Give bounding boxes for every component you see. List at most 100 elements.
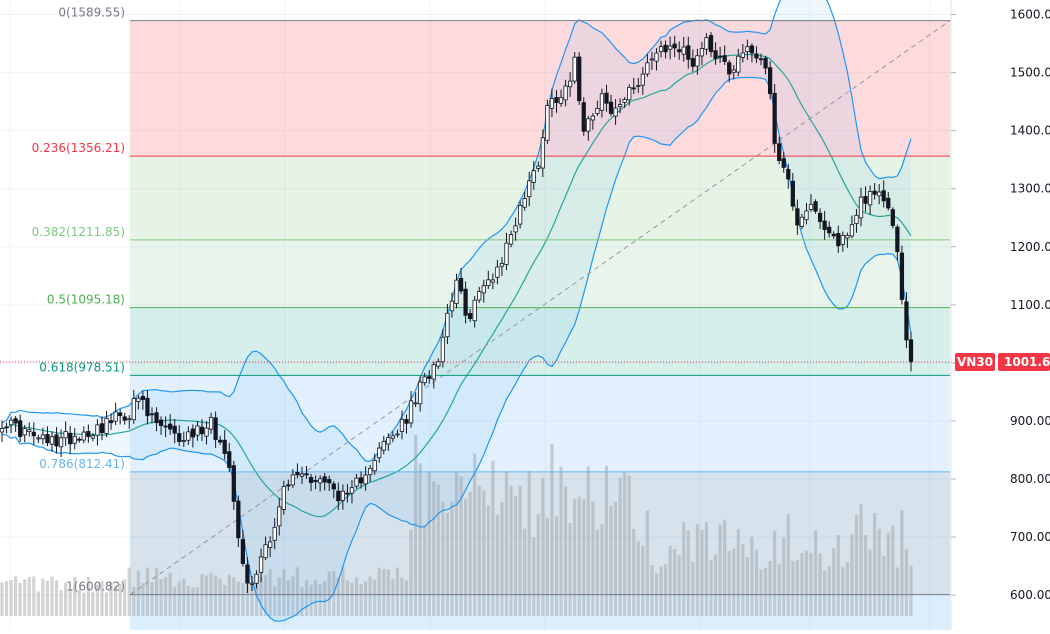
candle[interactable] bbox=[458, 268, 464, 295]
candle[interactable] bbox=[617, 98, 623, 114]
candle[interactable] bbox=[531, 161, 536, 190]
candle[interactable] bbox=[527, 171, 532, 207]
candle[interactable] bbox=[563, 79, 568, 107]
candle[interactable] bbox=[667, 36, 673, 60]
candle[interactable] bbox=[8, 416, 14, 434]
candle[interactable] bbox=[604, 84, 609, 112]
candle[interactable] bbox=[99, 416, 105, 441]
candle[interactable] bbox=[522, 191, 527, 211]
candle[interactable] bbox=[731, 65, 736, 80]
candle[interactable] bbox=[27, 422, 32, 437]
candle[interactable] bbox=[386, 433, 391, 451]
candle[interactable] bbox=[295, 463, 300, 479]
candle[interactable] bbox=[849, 215, 855, 239]
candle[interactable] bbox=[263, 536, 268, 561]
candle[interactable] bbox=[449, 292, 455, 318]
candle[interactable] bbox=[208, 412, 214, 435]
candle[interactable] bbox=[649, 51, 655, 70]
candle[interactable] bbox=[272, 518, 277, 550]
candle[interactable] bbox=[554, 89, 559, 113]
candle[interactable] bbox=[108, 413, 114, 430]
candle[interactable] bbox=[363, 466, 368, 491]
candle[interactable] bbox=[477, 286, 482, 304]
candle[interactable] bbox=[40, 427, 46, 445]
candle[interactable] bbox=[308, 473, 314, 492]
candle[interactable] bbox=[95, 419, 100, 446]
candle[interactable] bbox=[13, 416, 18, 432]
candle[interactable] bbox=[858, 187, 864, 227]
candle[interactable] bbox=[213, 411, 218, 448]
candle[interactable] bbox=[777, 136, 782, 165]
candle[interactable] bbox=[318, 475, 323, 492]
fibonacci-trend-line[interactable] bbox=[129, 20, 951, 596]
candle[interactable] bbox=[440, 328, 445, 368]
candle[interactable] bbox=[663, 40, 668, 59]
candle[interactable] bbox=[708, 32, 714, 58]
candle[interactable] bbox=[490, 273, 495, 290]
candle[interactable] bbox=[872, 183, 877, 200]
candle[interactable] bbox=[395, 429, 400, 438]
candle[interactable] bbox=[767, 60, 773, 100]
candle[interactable] bbox=[836, 225, 841, 253]
candle[interactable] bbox=[640, 67, 645, 95]
candle[interactable] bbox=[472, 296, 477, 328]
candle[interactable] bbox=[186, 426, 191, 445]
candle[interactable] bbox=[581, 97, 586, 136]
candle[interactable] bbox=[181, 431, 186, 447]
candle[interactable] bbox=[904, 292, 909, 349]
candle[interactable] bbox=[227, 442, 232, 472]
candle[interactable] bbox=[513, 217, 518, 241]
candle[interactable] bbox=[827, 221, 832, 238]
candle[interactable] bbox=[854, 208, 859, 233]
candle[interactable] bbox=[58, 429, 64, 458]
candle[interactable] bbox=[127, 415, 132, 429]
candle[interactable] bbox=[504, 232, 509, 271]
candle[interactable] bbox=[740, 43, 745, 63]
candle[interactable] bbox=[536, 161, 541, 172]
candle[interactable] bbox=[4, 422, 9, 434]
candle[interactable] bbox=[590, 113, 595, 130]
candle[interactable] bbox=[722, 45, 727, 65]
candle[interactable] bbox=[899, 245, 905, 305]
candle[interactable] bbox=[749, 43, 755, 63]
candle[interactable] bbox=[631, 77, 636, 95]
candle[interactable] bbox=[654, 48, 659, 71]
candle[interactable] bbox=[845, 232, 850, 248]
candle[interactable] bbox=[399, 410, 405, 440]
candle[interactable] bbox=[377, 442, 382, 463]
candle[interactable] bbox=[408, 390, 414, 428]
candle[interactable] bbox=[140, 391, 146, 410]
candle[interactable] bbox=[336, 482, 341, 510]
candle[interactable] bbox=[154, 407, 159, 432]
candle[interactable] bbox=[390, 431, 395, 443]
candle[interactable] bbox=[63, 421, 68, 446]
candle[interactable] bbox=[313, 475, 318, 490]
candle[interactable] bbox=[268, 536, 273, 558]
candle[interactable] bbox=[418, 376, 423, 412]
candle[interactable] bbox=[81, 426, 86, 444]
candle[interactable] bbox=[340, 484, 346, 510]
candle[interactable] bbox=[331, 481, 336, 499]
candle[interactable] bbox=[199, 419, 205, 441]
candle[interactable] bbox=[608, 94, 614, 117]
candle[interactable] bbox=[645, 53, 650, 77]
candle[interactable] bbox=[277, 497, 282, 536]
candle[interactable] bbox=[158, 416, 164, 435]
candle[interactable] bbox=[804, 202, 809, 225]
candle[interactable] bbox=[754, 46, 759, 64]
candle[interactable] bbox=[72, 428, 77, 450]
candle[interactable] bbox=[290, 469, 296, 489]
candle[interactable] bbox=[863, 186, 868, 212]
candle[interactable] bbox=[613, 99, 618, 125]
candle[interactable] bbox=[36, 434, 41, 443]
candle[interactable] bbox=[745, 39, 750, 61]
candle[interactable] bbox=[495, 259, 500, 285]
candle[interactable] bbox=[431, 361, 436, 389]
candle[interactable] bbox=[413, 392, 418, 408]
candle[interactable] bbox=[190, 424, 196, 448]
candle[interactable] bbox=[204, 421, 209, 445]
candle[interactable] bbox=[240, 529, 246, 567]
candle[interactable] bbox=[86, 424, 91, 443]
candle[interactable] bbox=[236, 495, 241, 548]
candle[interactable] bbox=[122, 412, 127, 425]
